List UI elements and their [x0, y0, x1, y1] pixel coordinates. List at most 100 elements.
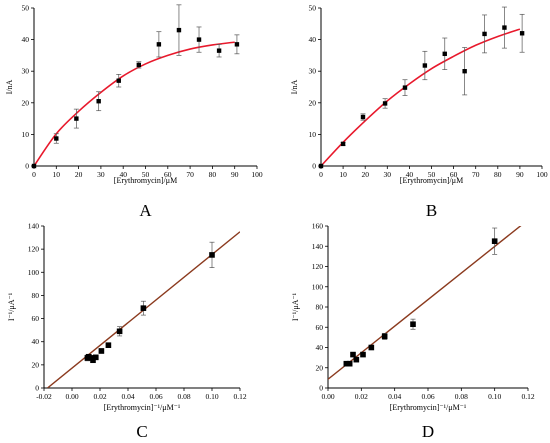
chart-panel-b: 0 10 20 30 40 50 60 70 80 90 10001020304050[Erythr… [290, 4, 548, 221]
y-tick-label: 60 [316, 323, 324, 332]
x-tick-label: 80 [494, 170, 502, 179]
y-tick-label: 120 [312, 262, 324, 271]
data-point [381, 333, 388, 340]
data-point [482, 31, 487, 37]
data-point [318, 163, 324, 169]
x-tick-label: 0.04 [388, 392, 401, 401]
x-tick-label: 30 [97, 170, 105, 179]
data-point [422, 63, 428, 68]
data-point [502, 25, 507, 30]
x-tick-label: 0.10 [488, 392, 501, 401]
y-tick-label: 20 [32, 360, 40, 369]
y-tick-label: 0 [25, 162, 29, 171]
data-point [98, 348, 105, 354]
y-tick-label: 80 [32, 291, 40, 300]
panel-letter: C [136, 422, 147, 441]
data-point [343, 360, 350, 367]
data-point [90, 357, 96, 364]
x-tick-label: 0.12 [521, 392, 534, 401]
data-point [31, 163, 37, 169]
data-point [382, 101, 388, 106]
data-point [350, 351, 356, 358]
data-point [368, 344, 375, 351]
data-point [176, 27, 182, 33]
data-point [360, 351, 366, 358]
data-point [116, 78, 121, 83]
fit-curve [34, 41, 235, 166]
y-tick-label: 0 [35, 384, 39, 393]
x-tick-label: -0.02 [36, 392, 52, 401]
x-tick-label: 80 [209, 170, 217, 179]
x-tick-label: 100 [251, 170, 263, 179]
x-axis-title: [Erythromycin]⁻¹/μM⁻¹ [104, 403, 181, 412]
data-point [353, 356, 360, 363]
panel-letter: A [139, 201, 152, 220]
data-point [346, 360, 353, 367]
x-tick-label: 90 [231, 170, 239, 179]
y-tick-label: 10 [22, 130, 30, 139]
data-point [74, 116, 79, 121]
y-tick-label: 50 [22, 4, 30, 13]
y-tick-label: 20 [309, 98, 317, 107]
x-tick-label: 60 [164, 170, 172, 179]
chart-panel-a: 0 10 20 30 40 50 60 70 80 90 10001020304050[Erythr… [5, 4, 263, 221]
x-axis-title: [Erythromycin]/μM [400, 176, 463, 185]
y-tick-label: 20 [22, 98, 30, 107]
x-tick-label: 10 [53, 170, 61, 179]
data-point [96, 99, 101, 104]
y-tick-label: 160 [312, 222, 324, 231]
x-tick-label: 0.06 [421, 392, 434, 401]
x-tick-label: 0 [319, 170, 323, 179]
x-tick-label: 0.10 [205, 392, 218, 401]
y-tick-label: 60 [32, 314, 40, 323]
x-tick-label: 10 [339, 170, 347, 179]
x-tick-label: 20 [361, 170, 369, 179]
y-tick-label: 50 [309, 4, 317, 13]
x-tick-label: 70 [186, 170, 194, 179]
chart-panel-c: -0.02 0.00 0.02 0.04 0.06 0.08 0.10 0.12 0 20 40 60… [7, 222, 247, 442]
panel-letter: D [422, 422, 434, 441]
y-tick-label: 100 [28, 268, 40, 277]
fit-line [328, 226, 522, 381]
x-tick-label: 90 [516, 170, 524, 179]
y-tick-label: 40 [22, 35, 30, 44]
x-tick-label: 0 [32, 170, 36, 179]
y-tick-label: 140 [28, 222, 40, 231]
data-point [209, 252, 215, 258]
y-tick-label: 0 [319, 384, 323, 393]
data-point [442, 51, 447, 57]
data-point [234, 42, 240, 47]
data-point [196, 37, 202, 42]
y-tick-label: 10 [309, 130, 317, 139]
y-axis-title: I⁻¹/μA⁻¹ [7, 292, 16, 321]
x-tick-label: 0.00 [65, 392, 78, 401]
y-axis-title: I/nA [290, 79, 299, 94]
data-point [462, 69, 467, 74]
data-point [402, 85, 408, 90]
data-point [410, 321, 416, 328]
data-point [105, 342, 112, 348]
y-tick-label: 80 [316, 303, 324, 312]
y-tick-label: 120 [28, 245, 40, 254]
x-tick-label: 50 [142, 170, 150, 179]
x-tick-label: 0.02 [93, 392, 106, 401]
y-axis-title: I⁻¹/μA⁻¹ [291, 292, 300, 321]
panel-letter: B [426, 201, 437, 220]
data-point [216, 48, 222, 53]
x-tick-label: 0.08 [455, 392, 468, 401]
x-tick-label: 70 [472, 170, 480, 179]
y-tick-label: 40 [316, 343, 324, 352]
data-point [340, 141, 346, 147]
fit-curve [321, 28, 521, 166]
y-tick-label: 0 [312, 162, 316, 171]
x-tick-label: 40 [119, 170, 127, 179]
y-tick-label: 40 [32, 337, 40, 346]
data-point [491, 238, 498, 244]
y-axis-title: I/nA [5, 79, 14, 94]
x-tick-label: 0.04 [121, 392, 134, 401]
y-tick-label: 30 [22, 67, 30, 76]
x-tick-label: 0.08 [177, 392, 190, 401]
data-point [360, 114, 366, 120]
y-tick-label: 20 [316, 363, 324, 372]
